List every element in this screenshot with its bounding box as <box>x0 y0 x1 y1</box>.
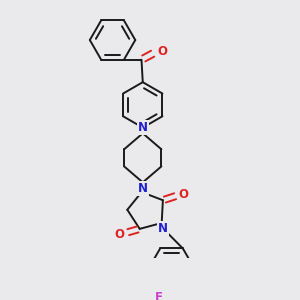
Text: N: N <box>138 182 148 195</box>
Text: N: N <box>158 222 168 235</box>
Text: O: O <box>115 228 124 241</box>
Text: F: F <box>155 291 163 300</box>
Text: O: O <box>179 188 189 200</box>
Text: N: N <box>138 121 148 134</box>
Text: O: O <box>157 45 167 58</box>
